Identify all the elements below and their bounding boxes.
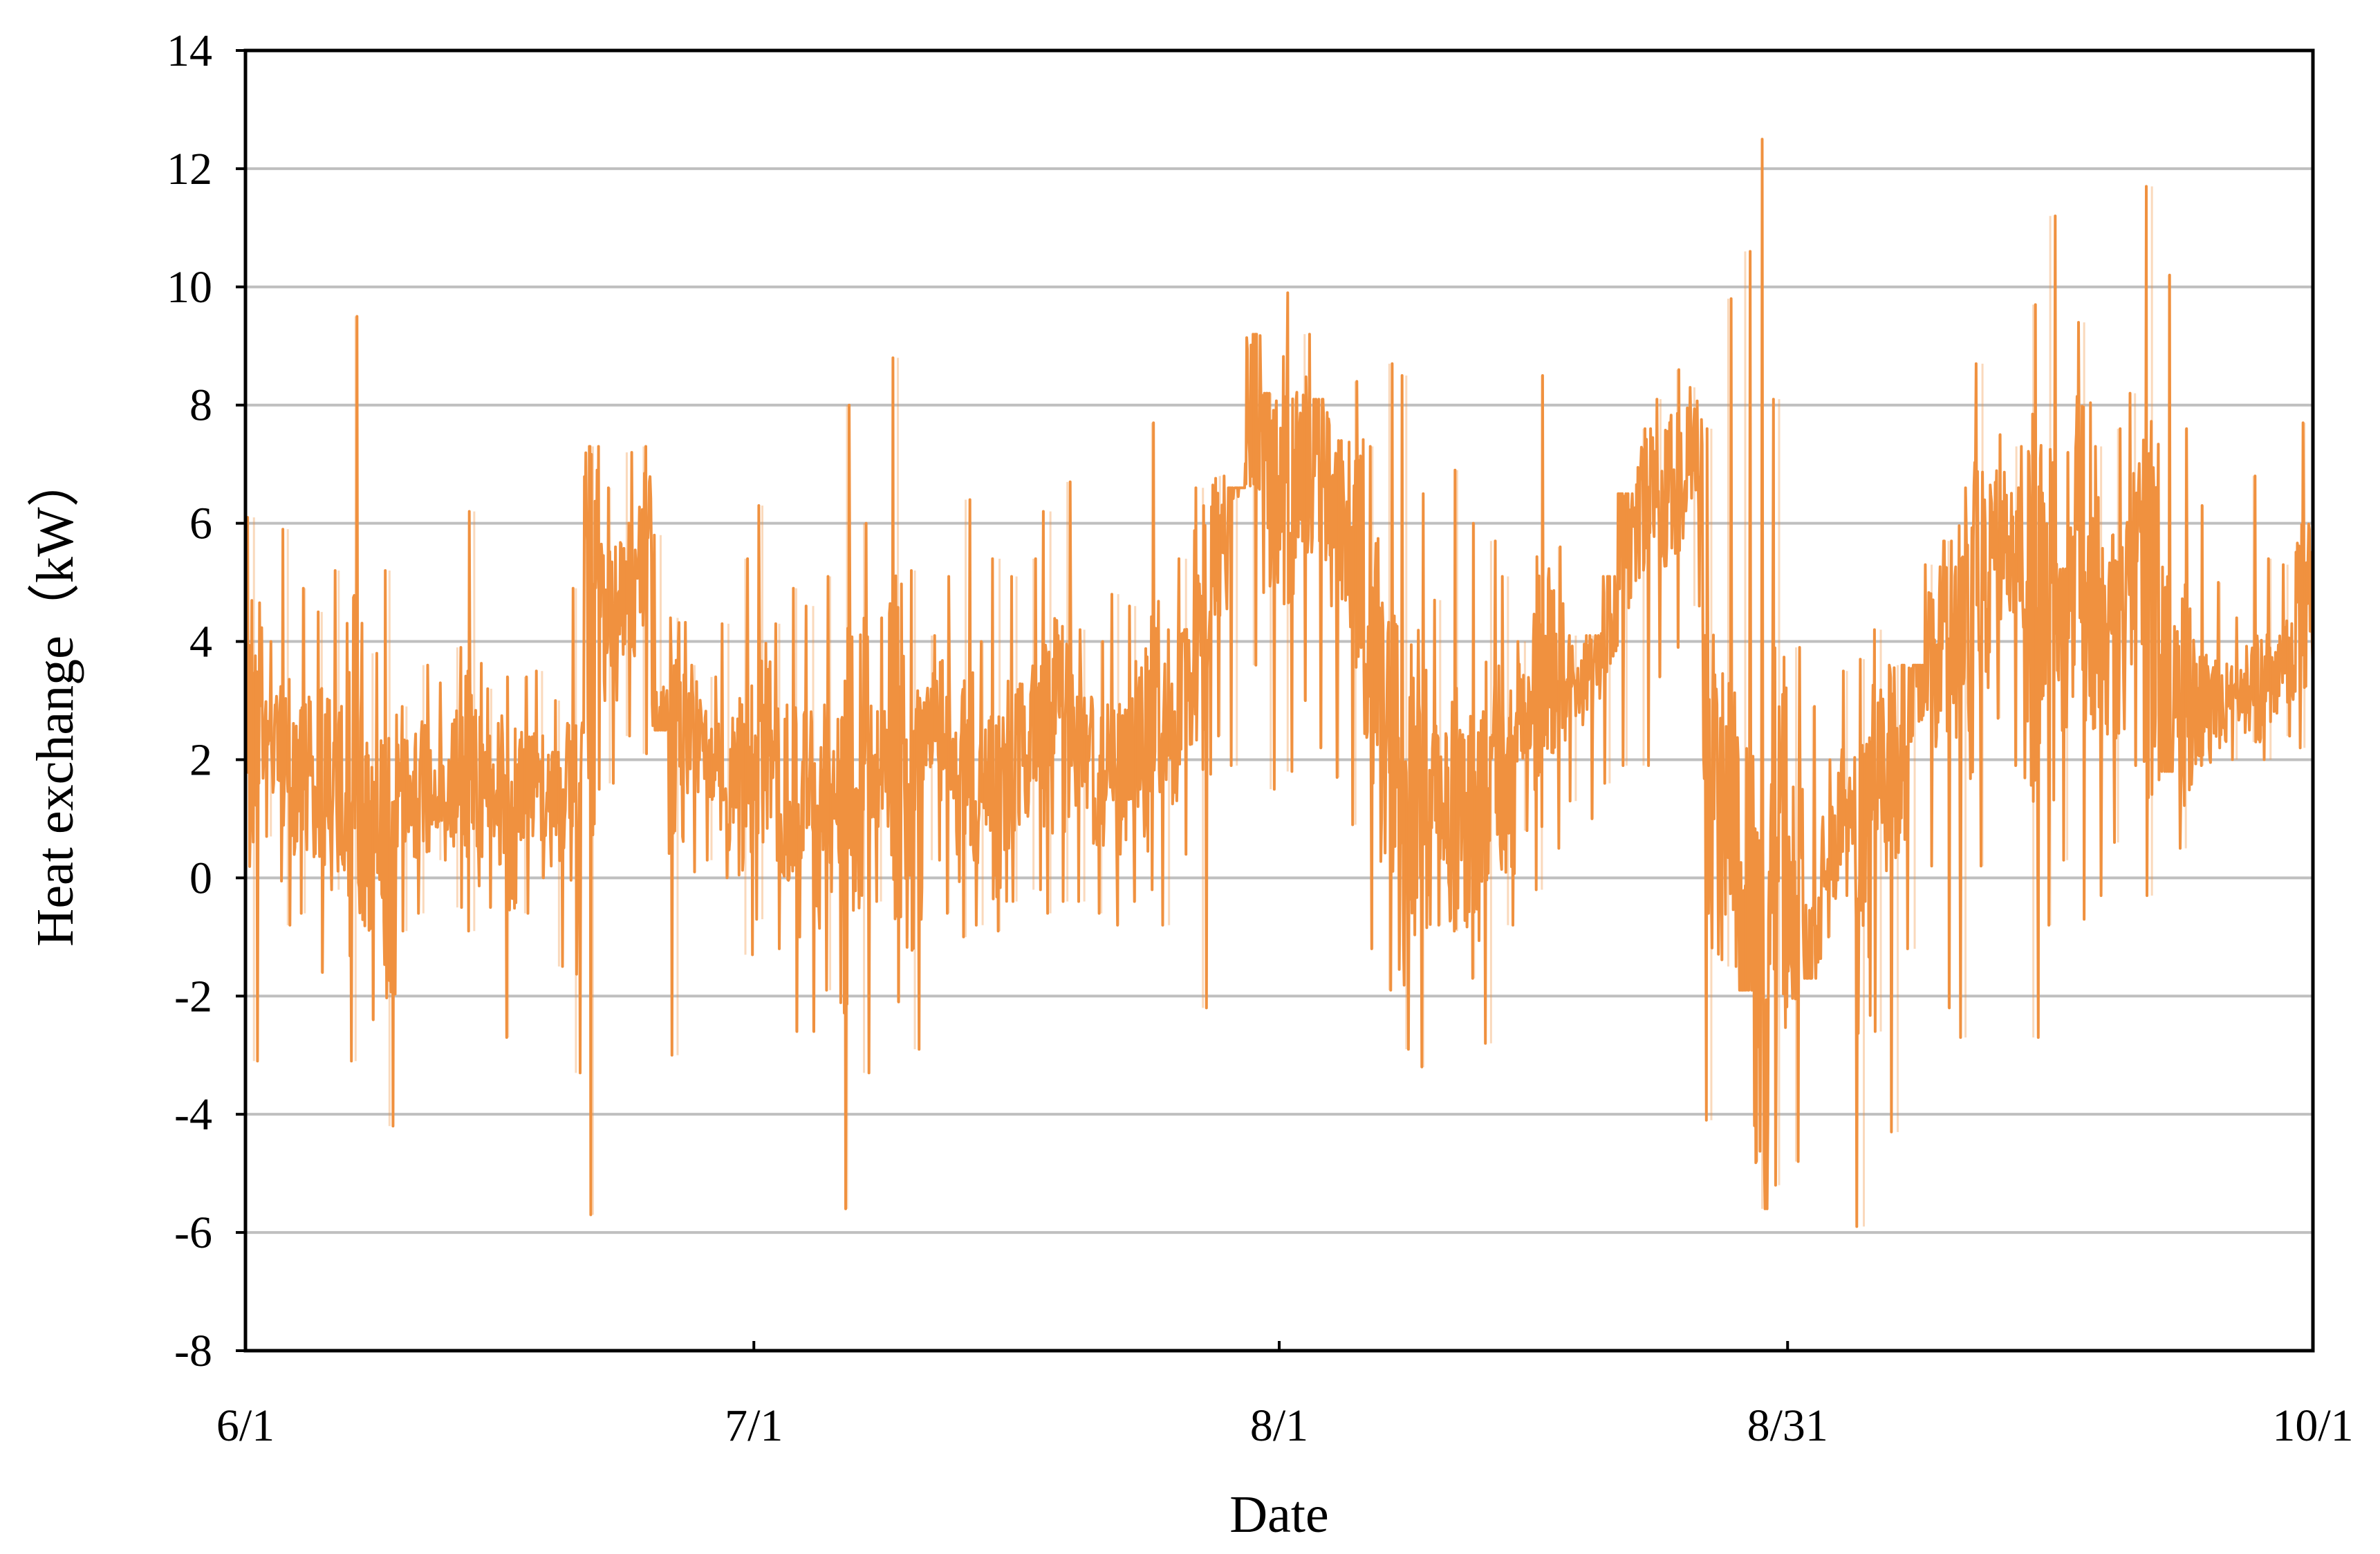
y-axis-title: Heat exchange（kW） bbox=[26, 454, 84, 946]
x-tick-label: 6/1 bbox=[216, 1400, 275, 1451]
x-tick-label: 8/1 bbox=[1250, 1400, 1308, 1451]
heat-exchange-series-line bbox=[244, 138, 2314, 1228]
y-tick-label: -6 bbox=[174, 1208, 212, 1258]
y-tick-label: 4 bbox=[189, 617, 212, 667]
x-axis-title: Date bbox=[1229, 1486, 1328, 1544]
x-tick-label: 8/31 bbox=[1747, 1400, 1828, 1451]
series-layer bbox=[244, 138, 2314, 1228]
x-axis: 6/1 7/1 8/1 8/31 10/1 bbox=[216, 1341, 2354, 1451]
y-tick-label: -8 bbox=[174, 1326, 212, 1376]
y-tick-label: -4 bbox=[174, 1089, 212, 1140]
y-tick-label: 6 bbox=[189, 499, 212, 549]
y-tick-label: 12 bbox=[167, 144, 212, 194]
x-tick-label: 10/1 bbox=[2272, 1400, 2353, 1451]
y-tick-label: 0 bbox=[189, 853, 212, 903]
y-tick-label: 14 bbox=[167, 26, 212, 76]
y-tick-label: 2 bbox=[189, 734, 212, 785]
x-tick-label: 7/1 bbox=[725, 1400, 783, 1451]
y-tick-label: -2 bbox=[174, 971, 212, 1021]
y-axis: -8 -6 -4 -2 0 2 4 6 8 10 12 14 bbox=[167, 26, 245, 1376]
y-tick-label: 8 bbox=[189, 380, 212, 431]
y-tick-label: 10 bbox=[167, 262, 212, 313]
